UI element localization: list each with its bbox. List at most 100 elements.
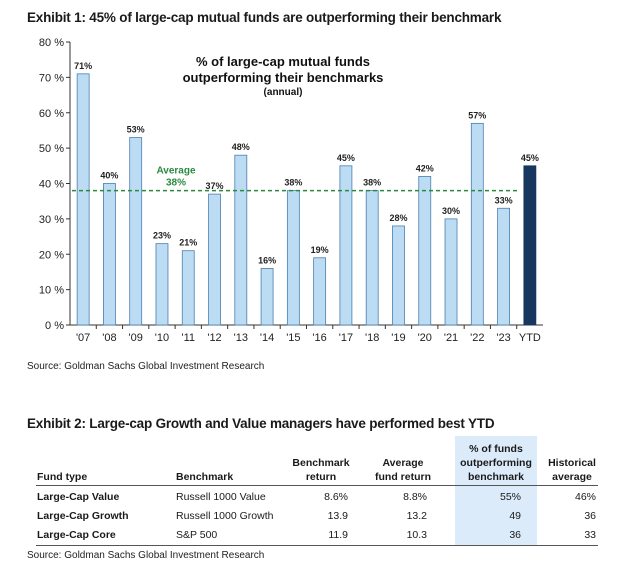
x-tick-label: '15	[286, 332, 300, 344]
exhibit-1-title: Exhibit 1: 45% of large-cap mutual funds…	[27, 10, 502, 25]
row-2-benchmark-return: 13.9	[327, 510, 348, 522]
row-2-benchmark: Russell 1000 Growth	[176, 510, 274, 522]
bar	[234, 154, 248, 326]
bar-data-label: 23%	[153, 231, 171, 241]
x-tick-label: '07	[76, 332, 90, 344]
bar-data-label: 42%	[416, 163, 434, 173]
row-1-fund-type: Large-Cap Value	[37, 491, 120, 503]
bar	[208, 193, 221, 326]
bar-data-label: 71%	[74, 61, 92, 71]
x-tick-label: '10	[155, 332, 169, 344]
bar	[339, 165, 353, 326]
row-3-benchmark-return: 11.9	[328, 529, 348, 541]
bar-data-label: 48%	[232, 142, 250, 152]
chart-title-line-1: % of large-cap mutual funds	[196, 54, 370, 69]
row-3-fund-type: Large-Cap Core	[37, 529, 116, 541]
highlighted-column-background	[455, 436, 537, 546]
x-tick-label: YTD	[519, 332, 541, 344]
table-bottom-divider	[36, 545, 598, 546]
bar	[497, 207, 510, 326]
exhibit-1-source: Source: Goldman Sachs Global Investment …	[27, 361, 265, 372]
row-2-average-fund-return: 13.2	[406, 510, 427, 522]
row-2-historical-average: 36	[584, 510, 596, 522]
bar	[392, 225, 405, 326]
row-3-historical-average: 33	[584, 529, 596, 541]
y-tick-label: 50 %	[39, 143, 64, 155]
y-tick-label: 20 %	[39, 249, 64, 261]
bar	[181, 250, 195, 326]
row-1-pct-outperforming: 55%	[499, 491, 521, 503]
bar-data-label: 28%	[389, 213, 407, 223]
y-tick-label: 10 %	[39, 285, 64, 297]
y-tick-label: 0 %	[45, 320, 64, 332]
header-historical-average: Historical average	[548, 457, 596, 483]
bar	[365, 190, 379, 326]
x-tick-label: '12	[207, 332, 221, 344]
exhibit-2-source: Source: Goldman Sachs Global Investment …	[27, 550, 265, 561]
x-tick-label: '13	[234, 332, 248, 344]
bar	[444, 218, 458, 326]
bar	[103, 183, 116, 326]
x-tick-label: '08	[102, 332, 116, 344]
x-tick-label: '20	[418, 332, 432, 344]
bar	[129, 137, 143, 326]
bar-data-label: 53%	[127, 125, 145, 135]
y-tick-label: 40 %	[39, 179, 64, 191]
x-tick-label: '16	[312, 332, 326, 344]
x-tick-label: '11	[181, 332, 195, 344]
bar-data-label: 57%	[468, 110, 486, 120]
row-1-benchmark: Russell 1000 Value	[176, 491, 266, 503]
row-3-pct-outperforming: 36	[509, 529, 521, 541]
row-3-average-fund-return: 10.3	[406, 529, 427, 541]
row-1-average-fund-return: 8.8%	[403, 491, 427, 503]
x-tick-label: '18	[365, 332, 379, 344]
bar	[313, 257, 327, 326]
row-3-benchmark: S&P 500	[176, 529, 218, 541]
x-tick-label: '23	[496, 332, 510, 344]
bar-data-label: 45%	[521, 153, 539, 163]
bar-data-label: 30%	[442, 206, 460, 216]
row-2-fund-type: Large-Cap Growth	[37, 510, 129, 522]
row-1-benchmark-return: 8.6%	[324, 491, 348, 503]
x-tick-label: '17	[339, 332, 353, 344]
bar	[76, 73, 90, 326]
x-tick-label: '19	[391, 332, 405, 344]
x-tick-label: '09	[129, 332, 143, 344]
bar-data-label: 38%	[284, 178, 302, 188]
exhibit-2-title: Exhibit 2: Large-cap Growth and Value ma…	[27, 416, 495, 431]
header-divider	[36, 485, 598, 486]
row-1-historical-average: 46%	[574, 491, 596, 503]
bar	[418, 176, 432, 326]
y-tick-label: 60 %	[39, 108, 64, 120]
y-tick-label: 30 %	[39, 214, 64, 226]
bar	[523, 165, 537, 326]
bar	[286, 190, 300, 326]
x-tick-label: '21	[444, 332, 458, 344]
bar	[260, 267, 274, 326]
bar-data-label: 33%	[495, 195, 513, 205]
bar-data-label: 16%	[258, 255, 276, 265]
row-2-pct-outperforming: 49	[509, 510, 521, 522]
x-tick-label: '22	[470, 332, 484, 344]
header-benchmark-return: Benchmark return	[292, 457, 350, 483]
header-pct-outperforming: % of funds outperforming benchmark	[460, 443, 532, 483]
bar-data-label: 38%	[363, 178, 381, 188]
average-value-label: 38%	[166, 178, 186, 189]
bar-data-label: 21%	[179, 238, 197, 248]
header-average-fund-return: Average fund return	[375, 457, 431, 483]
average-label: Average	[156, 166, 196, 177]
bar	[470, 122, 484, 326]
bar	[155, 243, 169, 326]
bar-data-label: 45%	[337, 153, 355, 163]
y-tick-label: 80 %	[39, 37, 64, 49]
bar-data-label: 40%	[100, 171, 118, 181]
bar-data-label: 37%	[206, 181, 224, 191]
header-benchmark: Benchmark	[176, 471, 234, 483]
y-tick-label: 70 %	[39, 72, 64, 84]
header-fund-type: Fund type	[37, 471, 88, 483]
chart-subtitle: (annual)	[264, 87, 303, 98]
x-tick-label: '14	[260, 332, 274, 344]
bar-data-label: 19%	[311, 245, 329, 255]
chart-title-line-2: outperforming their benchmarks	[183, 70, 384, 85]
